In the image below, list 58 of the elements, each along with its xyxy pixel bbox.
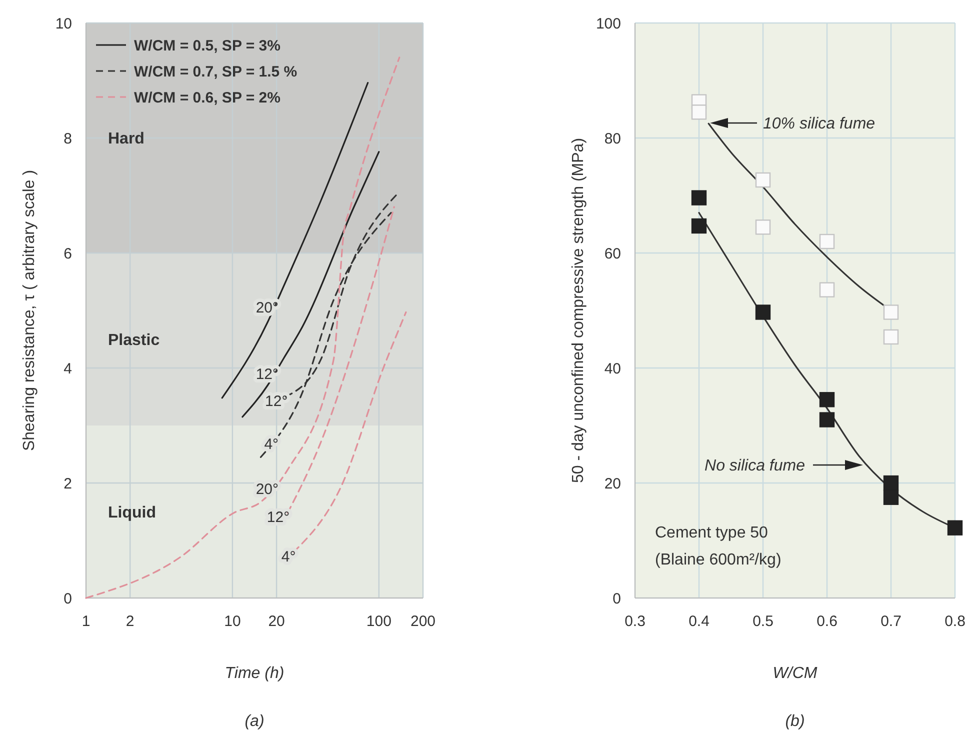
- legend-label: W/CM = 0.7, SP = 1.5 %: [134, 63, 298, 80]
- point: [819, 392, 835, 408]
- x-tick-label: 20: [268, 613, 285, 630]
- x-tick-label: 0.5: [752, 613, 774, 630]
- point: [755, 304, 771, 320]
- annotation: Cement type 50 (Blaine 600m²/kg): [655, 524, 782, 569]
- y-tick-label: 4: [64, 360, 72, 378]
- y-tick-label: 0: [64, 590, 72, 608]
- point: [691, 104, 707, 120]
- y-tick-label: 60: [604, 245, 621, 262]
- x-tick-label: 0.3: [624, 613, 646, 630]
- point: [883, 475, 899, 491]
- annotation: 12°: [266, 509, 290, 526]
- point: [883, 304, 899, 320]
- y-tick-label: 10: [55, 15, 72, 32]
- annotation: 12°: [265, 393, 288, 410]
- point: [883, 329, 899, 345]
- point: [691, 190, 707, 206]
- y-tick-label: 2: [64, 475, 72, 492]
- point: [819, 234, 835, 250]
- y-tick-label: 0: [612, 590, 621, 608]
- annotation: 20°: [256, 480, 279, 498]
- y-tick-label: 40: [604, 360, 621, 378]
- x-tick-label: 2: [126, 613, 134, 630]
- x-tick-label: 0.6: [816, 613, 838, 630]
- band-label: Plastic: [108, 332, 160, 349]
- x-tick-label: 0.7: [880, 613, 902, 630]
- x-tick-label: 0.4: [688, 613, 710, 630]
- y-tick-label: 8: [64, 130, 72, 148]
- y-tick-label: 6: [64, 245, 72, 262]
- x-axis-title: W/CM: [772, 665, 818, 682]
- band-label: Liquid: [108, 504, 156, 522]
- text: (b): [785, 713, 805, 730]
- y-tick-label: 80: [604, 130, 621, 148]
- point: [755, 172, 771, 188]
- text: (a): [244, 713, 264, 730]
- point: [819, 412, 835, 428]
- y-tick-label: 100: [596, 15, 621, 32]
- point: [691, 218, 707, 234]
- x-tick-label: 200: [410, 613, 436, 630]
- band-label: Hard: [108, 130, 144, 148]
- point: [883, 490, 899, 505]
- y-axis-title: 50 - day unconfined compressive strength (MPa): [570, 138, 587, 484]
- annotation: No silica fume: [704, 458, 806, 475]
- annotation: 10% silica fume: [763, 116, 876, 133]
- y-axis-title: Shearing resistance, τ ( arbitrary scale ): [21, 170, 38, 452]
- x-axis-title: Time (h): [224, 665, 284, 682]
- point: [755, 220, 771, 235]
- x-tick-label: 10: [224, 613, 241, 630]
- legend-label: W/CM = 0.5, SP = 3%: [134, 37, 280, 54]
- point: [819, 282, 835, 298]
- point: [947, 520, 963, 536]
- y-tick-label: 20: [604, 475, 621, 492]
- legend-label: W/CM = 0.6, SP = 2%: [134, 89, 280, 106]
- x-tick-label: 0.8: [944, 613, 966, 630]
- x-tick-label: 100: [366, 613, 392, 630]
- x-tick-label: 1: [82, 613, 90, 630]
- annotation: 4°: [281, 548, 296, 566]
